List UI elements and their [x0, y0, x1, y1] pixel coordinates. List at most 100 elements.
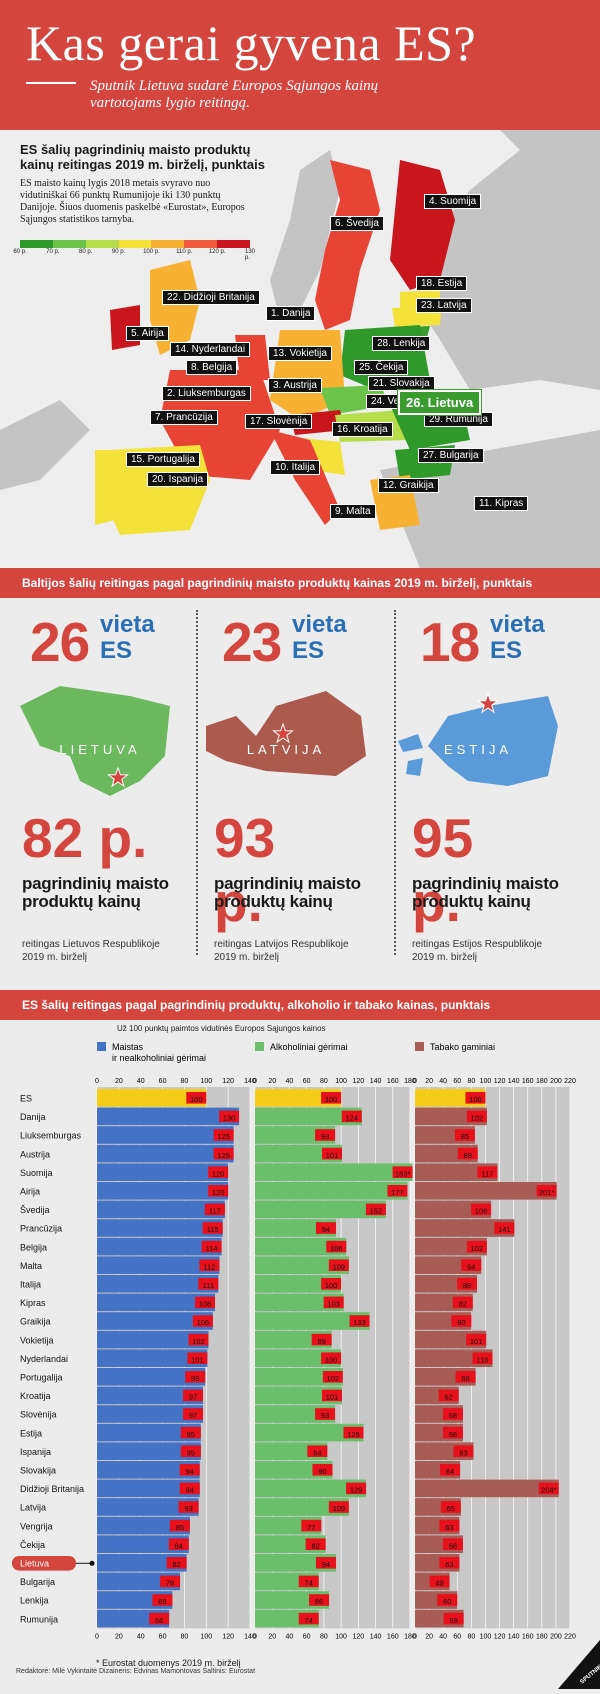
value-label-bg — [321, 1352, 342, 1364]
row-label: Švedija — [20, 1205, 50, 1215]
bar — [255, 1498, 349, 1516]
row-label: Danija — [20, 1112, 46, 1122]
column-divider — [196, 610, 198, 955]
value-label-bg — [466, 1333, 487, 1346]
bar — [97, 1386, 204, 1405]
vieta-label: vieta ES — [292, 612, 347, 664]
bar — [97, 1312, 213, 1330]
bar — [255, 1312, 370, 1330]
row-label: Italija — [20, 1280, 41, 1290]
axis-tick-label: 80 — [181, 1078, 189, 1085]
value-label: 204* — [541, 1486, 557, 1495]
value-label-bg — [199, 1259, 220, 1271]
axis-tick-label: 140 — [370, 1078, 382, 1085]
axis-tick-label: 80 — [320, 1078, 328, 1085]
bar — [97, 1405, 204, 1423]
value-label: 100 — [325, 1095, 338, 1104]
header: Kas gerai gyvena ES? Sputnik Lietuva sud… — [0, 0, 600, 130]
bar — [97, 1163, 229, 1181]
value-label: 68 — [449, 1541, 457, 1550]
bar — [415, 1182, 557, 1200]
value-label: 60 — [443, 1597, 451, 1606]
axis-tick-label: 180 — [536, 1633, 548, 1640]
map-country-label: 4. Suomija — [424, 194, 482, 209]
value-label-bg — [195, 1296, 216, 1309]
value-label: 86 — [315, 1597, 323, 1606]
axis-tick-label: 20 — [115, 1633, 123, 1640]
bar — [255, 1144, 342, 1163]
value-label-bg — [321, 1147, 342, 1160]
axis-tick-label: 140 — [370, 1633, 382, 1640]
axis-tick-label: 80 — [181, 1633, 189, 1640]
value-label: 94 — [467, 1262, 475, 1271]
scale-tick: 130 p. — [244, 249, 256, 261]
bar — [97, 1182, 229, 1200]
title-rule — [26, 82, 76, 84]
value-label: 126 — [347, 1430, 360, 1439]
value-label: 106 — [197, 1318, 210, 1327]
axis-tick-label: 20 — [115, 1078, 123, 1085]
highlight-pill — [12, 1556, 76, 1571]
axis-tick-label: 40 — [286, 1078, 294, 1085]
page-title: Kas gerai gyvena ES? — [26, 15, 477, 71]
bar — [97, 1442, 201, 1460]
chart-footnote: * Eurostat duomenys 2019 m. birželį — [96, 1658, 241, 1668]
capital-star — [477, 692, 499, 714]
vieta-label: vieta ES — [100, 612, 155, 664]
axis-tick-label: 0 — [253, 1633, 257, 1640]
bar — [97, 1349, 208, 1367]
value-label-bg — [168, 1538, 189, 1550]
axis-tick-label: 200 — [550, 1078, 562, 1085]
value-label-bg — [213, 1147, 234, 1160]
legend-swatch — [255, 1042, 264, 1051]
column-divider — [394, 610, 396, 955]
row-label: Suomija — [20, 1168, 53, 1178]
axis-tick-label: 140 — [508, 1633, 520, 1640]
map-country-label: 27. Bulgarija — [418, 448, 484, 463]
value-label-bg — [466, 1110, 487, 1123]
value-label-bg — [149, 1612, 170, 1625]
vieta-word: vieta — [292, 611, 347, 638]
value-label: 141 — [498, 1225, 511, 1234]
es-word: ES — [100, 637, 133, 664]
row-label: Austrija — [20, 1149, 50, 1159]
es-word: ES — [292, 637, 325, 664]
value-label: 69 — [158, 1597, 166, 1606]
row-label: Latvija — [20, 1503, 46, 1513]
chart-title: ES šalių reitingas pagal pagrindinių pro… — [0, 990, 600, 1020]
value-label: 82 — [459, 1300, 467, 1309]
value-label: 64 — [446, 1467, 454, 1476]
country-outline — [20, 686, 170, 796]
value-label: 95 — [187, 1448, 195, 1457]
value-label-bg — [437, 1594, 458, 1606]
value-label: 94 — [322, 1225, 330, 1234]
value-label: 94 — [186, 1486, 194, 1495]
value-label: 62 — [445, 1393, 453, 1402]
price-source: reitingas Lietuvos Respublikoje 2019 m. … — [22, 939, 160, 963]
value-label: 110 — [477, 1355, 489, 1364]
axis-tick-label: 100 — [200, 1633, 212, 1640]
axis-tick-label: 40 — [439, 1078, 447, 1085]
value-label-bg — [472, 1352, 493, 1364]
value-label: 97 — [189, 1393, 197, 1402]
bar — [97, 1237, 222, 1256]
value-label-bg — [192, 1315, 213, 1327]
value-label: 65 — [447, 1504, 455, 1513]
map-country-label: 9. Malta — [330, 504, 376, 519]
bar — [255, 1386, 342, 1405]
axis-tick-label: 120 — [494, 1078, 506, 1085]
scale-swatch — [85, 240, 119, 248]
value-label: 94 — [322, 1560, 330, 1569]
row-label: Graikija — [20, 1317, 51, 1327]
axis-tick-label: 60 — [303, 1633, 311, 1640]
axis-tick-label: 160 — [387, 1633, 399, 1640]
bar — [255, 1368, 343, 1386]
value-label: 101 — [326, 1151, 339, 1160]
axis-tick-label: 220 — [564, 1078, 576, 1085]
bar — [97, 1479, 200, 1498]
value-label: 120 — [212, 1188, 225, 1197]
legend-swatch — [97, 1042, 106, 1051]
value-label-bg — [309, 1594, 330, 1606]
value-label-bg — [440, 1501, 461, 1513]
